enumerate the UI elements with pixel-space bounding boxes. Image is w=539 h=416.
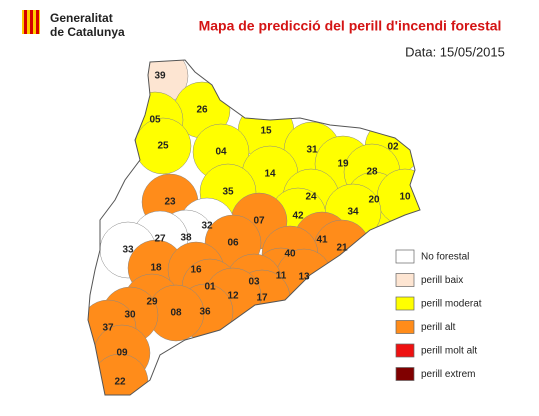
- legend-swatch: [395, 343, 415, 358]
- zone-label: 33: [122, 245, 134, 256]
- logo: [22, 10, 40, 34]
- zone-label: 37: [102, 323, 114, 334]
- zone-label: 35: [222, 187, 234, 198]
- legend-label: perill baix: [421, 275, 463, 286]
- zone-label: 14: [264, 169, 276, 180]
- zone-label: 01: [204, 282, 216, 293]
- legend-label: No forestal: [421, 252, 469, 263]
- zone-label: 22: [114, 377, 126, 388]
- zone-label: 24: [305, 192, 317, 203]
- legend-swatch: [395, 249, 415, 264]
- legend-swatch: [395, 273, 415, 287]
- zone-label: 10: [399, 192, 411, 203]
- zone-label: 26: [196, 105, 208, 116]
- legend-label: perill extrem: [421, 369, 475, 380]
- zone-label: 28: [366, 167, 378, 178]
- zone-label: 06: [227, 238, 239, 249]
- legend-swatch: [395, 320, 415, 334]
- zone-label: 20: [368, 195, 380, 206]
- zone-label: 39: [154, 71, 166, 82]
- zone-label: 05: [149, 115, 161, 126]
- zone-label: 19: [337, 159, 349, 170]
- zone-label: 11: [276, 271, 287, 282]
- zone-label: 15: [260, 126, 272, 137]
- date: Data: 15/05/2015: [405, 44, 505, 59]
- zone-label: 21: [336, 243, 348, 254]
- zone-label: 23: [164, 197, 176, 208]
- zone-label: 36: [199, 307, 211, 318]
- zone-label: 32: [201, 221, 213, 232]
- legend: No forestal perill baix perill moderat peri…: [395, 249, 482, 381]
- zone-label: 31: [306, 145, 318, 156]
- zone-labels: 39 26 05 15 25 04 31 02 19 28 14 35 23 24 20 10 34 42 07 32…: [102, 71, 411, 388]
- zone-label: 12: [227, 291, 239, 302]
- zone-label: 09: [116, 348, 128, 359]
- zone-label: 38: [180, 233, 192, 244]
- zone-label: 18: [150, 263, 162, 274]
- zone-label: 03: [248, 277, 260, 288]
- zone-label: 29: [146, 297, 158, 308]
- org-line: de Catalunya: [50, 25, 125, 39]
- title: Mapa de predicció del perill d'incendi f…: [199, 18, 502, 34]
- org-line: Generalitat: [50, 11, 113, 25]
- zone-label: 27: [154, 234, 166, 245]
- legend-label: perill moderat: [421, 299, 482, 310]
- zone-label: 02: [387, 142, 399, 153]
- zone-label: 25: [157, 141, 169, 152]
- zone-label: 41: [316, 235, 328, 246]
- zone-label: 08: [170, 308, 182, 319]
- zones: [88, 60, 420, 395]
- zone-label: 30: [124, 310, 136, 321]
- zone-label: 13: [298, 272, 310, 283]
- zone-label: 07: [253, 216, 265, 227]
- zone-label: 42: [292, 211, 304, 222]
- legend-swatch: [395, 296, 415, 311]
- zone-label: 16: [190, 265, 202, 276]
- legend-swatch: [395, 367, 415, 381]
- zone-label: 34: [347, 207, 359, 218]
- zone-label: 40: [284, 249, 296, 260]
- legend-label: perill molt alt: [421, 346, 477, 357]
- zone-label: 17: [256, 293, 268, 304]
- zone-label: 04: [215, 147, 227, 158]
- legend-label: perill alt: [421, 322, 456, 333]
